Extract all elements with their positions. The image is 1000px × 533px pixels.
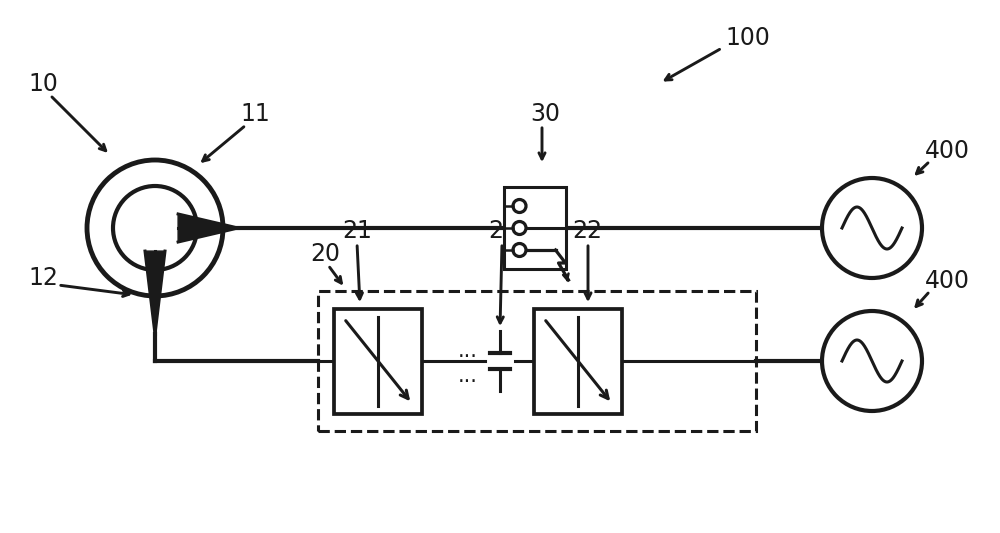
Bar (318, 291, 756, 431)
Bar (334, 309, 422, 414)
Text: 30: 30 (530, 102, 560, 126)
Polygon shape (145, 251, 165, 334)
Text: 11: 11 (240, 102, 270, 126)
Bar (534, 309, 622, 414)
Bar (504, 187, 566, 269)
Text: 12: 12 (28, 266, 58, 290)
Text: 23: 23 (488, 219, 518, 243)
Text: 100: 100 (725, 26, 770, 50)
Circle shape (822, 311, 922, 411)
Polygon shape (178, 214, 238, 242)
Text: 21: 21 (342, 219, 372, 243)
Text: 400: 400 (925, 139, 970, 163)
Text: ...: ... (458, 366, 478, 386)
Text: 400: 400 (925, 269, 970, 293)
Text: 10: 10 (28, 72, 58, 96)
Text: 20: 20 (310, 242, 340, 266)
Text: ...: ... (458, 341, 478, 361)
Circle shape (822, 178, 922, 278)
Text: 22: 22 (572, 219, 602, 243)
